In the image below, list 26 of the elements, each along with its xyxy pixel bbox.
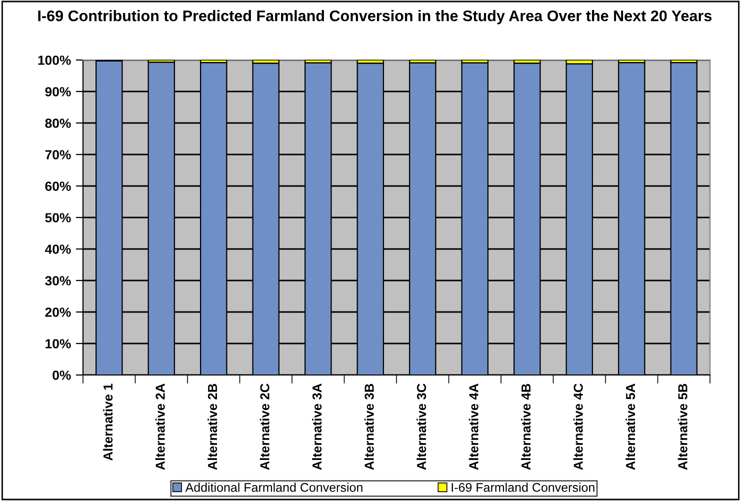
x-tick-label: Alternative 3A (312, 384, 322, 470)
chart-title: I-69 Contribution to Predicted Farmland Conversion in the Study Area Over the Next 20 Years (38, 10, 712, 24)
x-tick-label: Alternative 5A (626, 384, 636, 470)
y-tick-label: 90% (45, 87, 71, 96)
y-tick-label: 80% (45, 118, 71, 128)
y-tick-label: 100% (38, 56, 71, 65)
x-tick-label: Alternative 4A (468, 384, 478, 470)
y-tick-label: 40% (44, 244, 71, 254)
y-tick-label: 70% (45, 150, 71, 160)
x-tick-label: Alternative 2B (208, 384, 218, 470)
y-tick-label: 10% (46, 339, 71, 348)
x-tick-label: Alternative 1 (103, 384, 113, 461)
y-tick-label: 50% (45, 213, 71, 222)
legend-label: Additional Farmland Conversion (185, 482, 362, 492)
y-tick-label: 20% (45, 308, 71, 317)
x-tick-label: Alternative 3B (364, 384, 374, 470)
x-tick-label: Alternative 2A (155, 384, 165, 470)
y-tick-label: 30% (45, 276, 71, 286)
x-tick-label: Alternative 3C (416, 384, 426, 470)
x-tick-label: Alternative 2C (260, 384, 270, 470)
x-tick-label: Alternative 4C (573, 384, 583, 470)
x-tick-label: Alternative 4B (521, 384, 531, 470)
legend-label: I-69 Farmland Conversion (452, 482, 594, 492)
y-tick-label: 60% (45, 182, 71, 191)
y-tick-label: 0% (52, 370, 71, 380)
x-tick-label: Alternative 5B (678, 384, 688, 470)
